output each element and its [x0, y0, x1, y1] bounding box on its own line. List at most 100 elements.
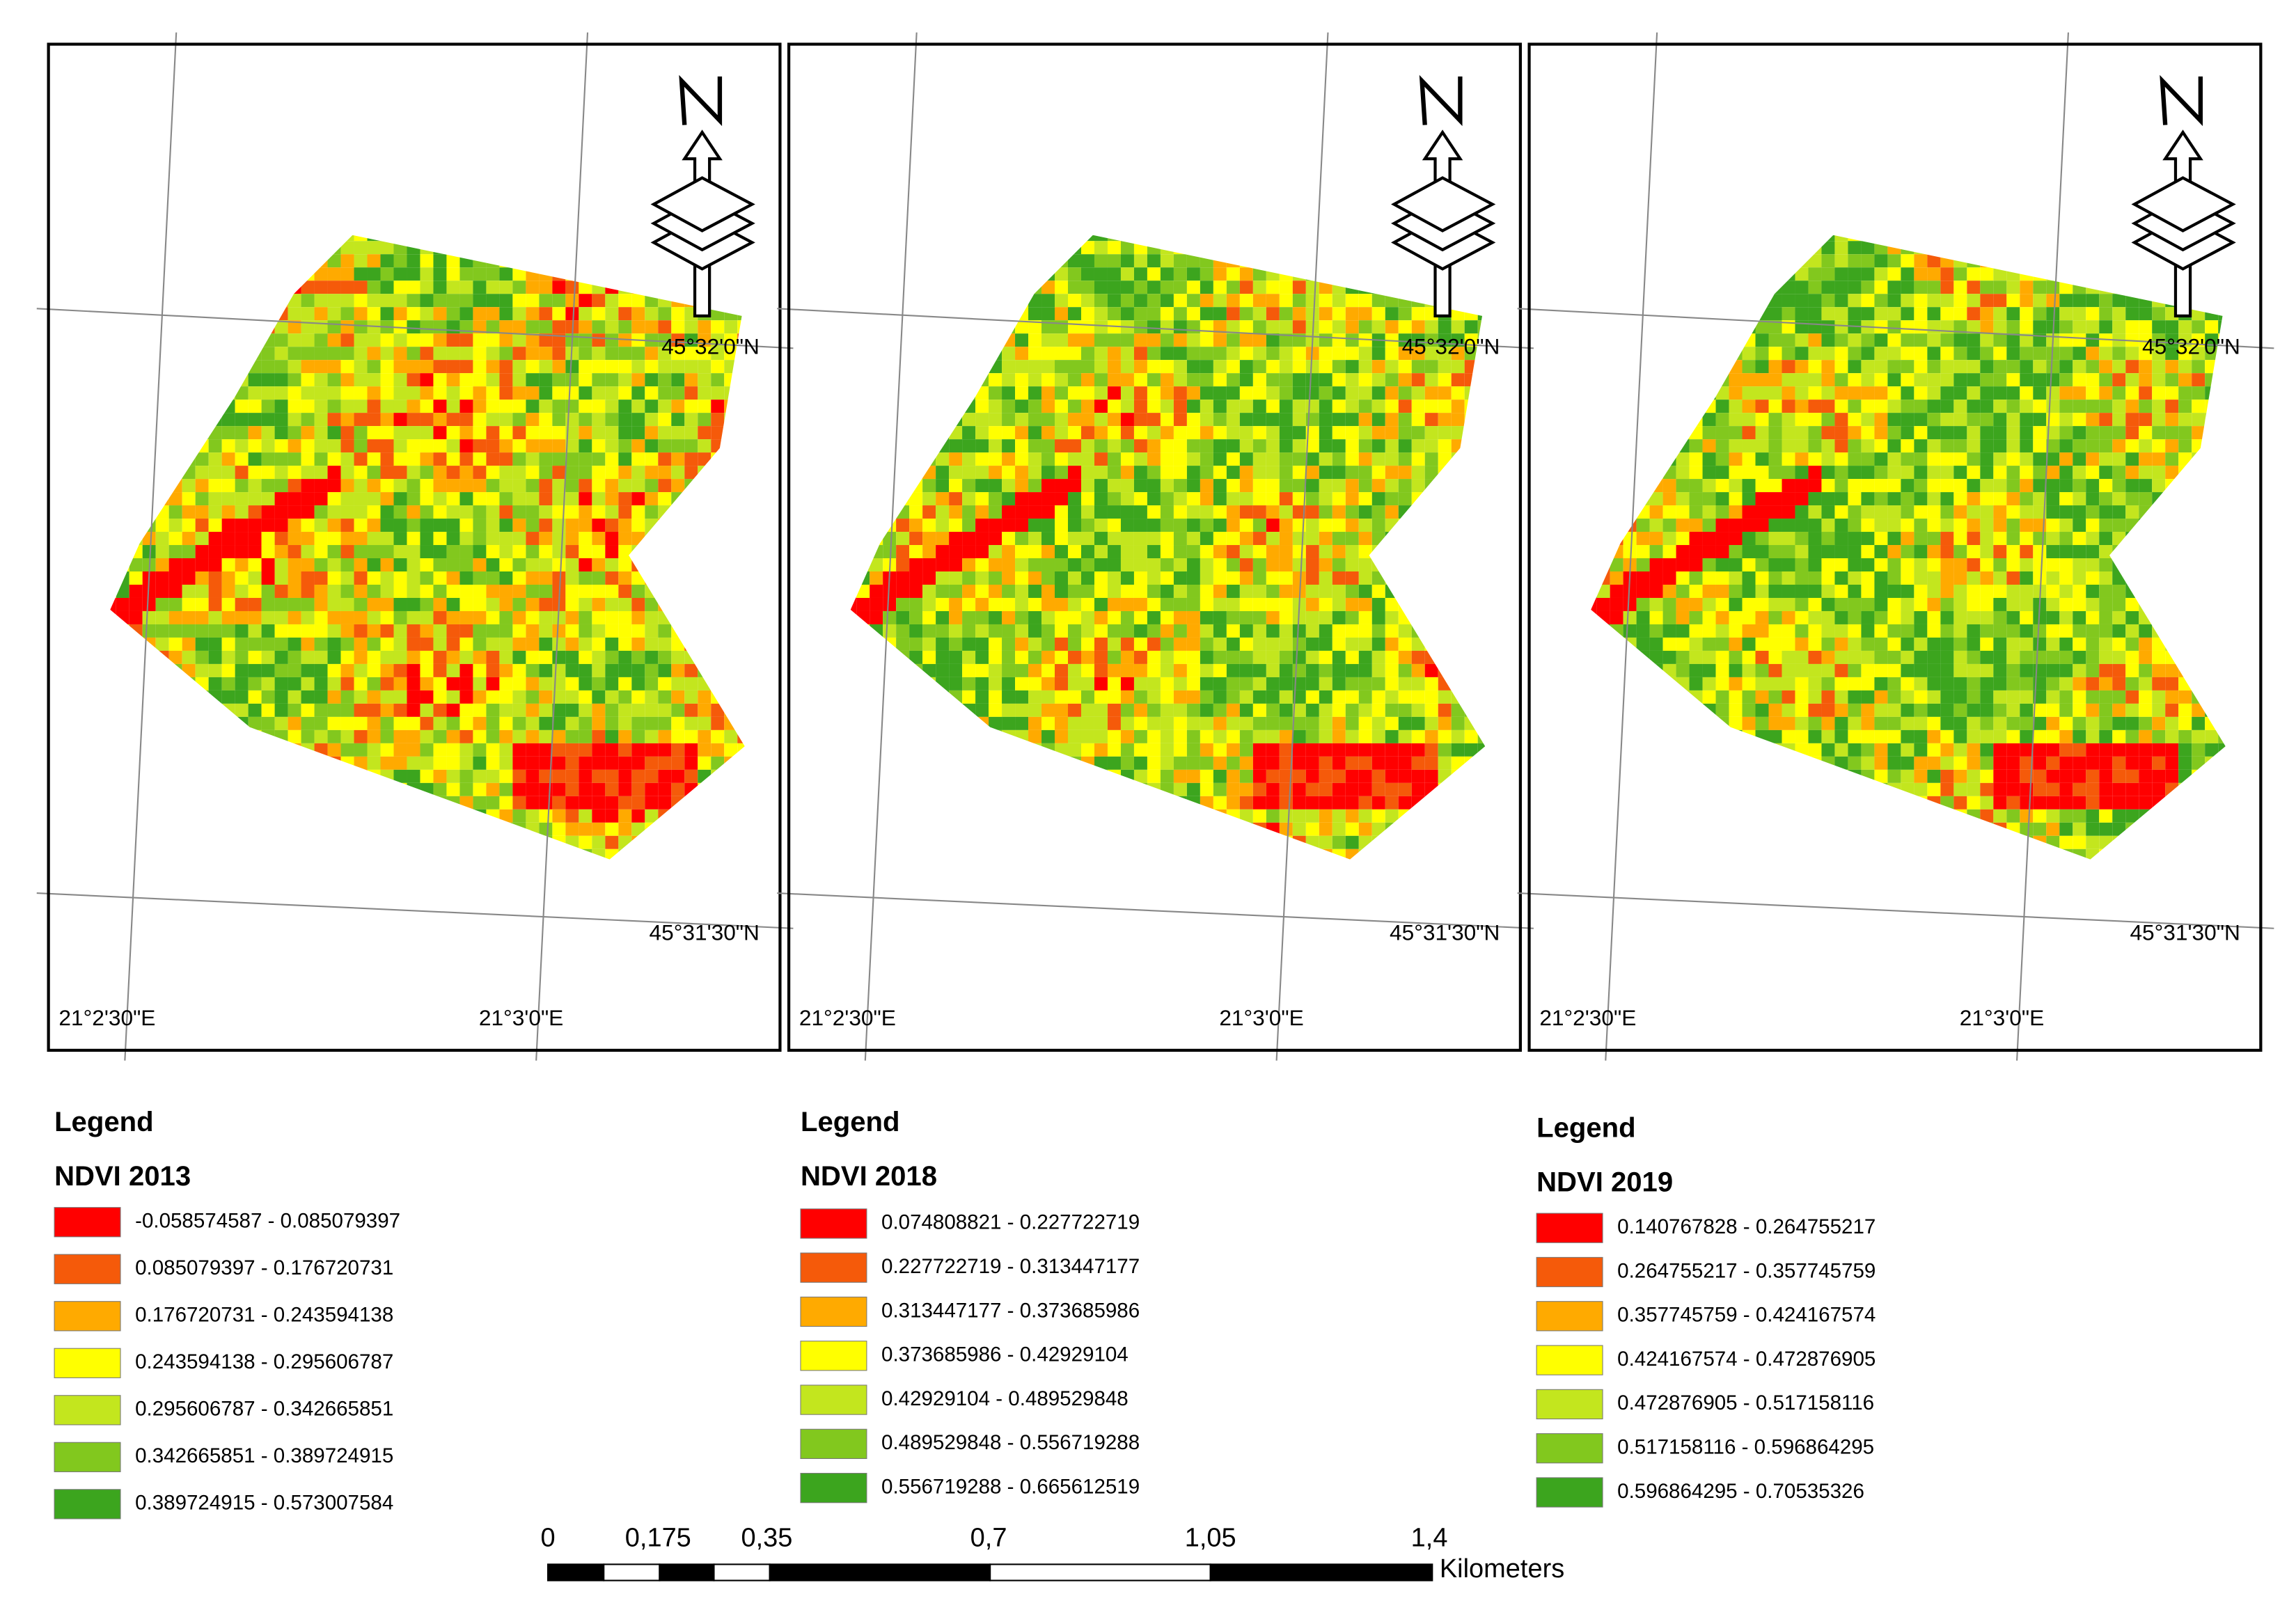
raster-cell [155, 267, 169, 281]
raster-cell [1358, 360, 1372, 374]
raster-cell [870, 492, 883, 506]
raster-cell [182, 235, 196, 242]
raster-cell [354, 466, 368, 480]
raster-cell [724, 769, 738, 783]
raster-cell [850, 505, 857, 519]
raster-cell [288, 729, 301, 743]
raster-cell [671, 690, 685, 704]
raster-cell [1345, 835, 1359, 849]
raster-cell [1345, 400, 1359, 413]
raster-cell [1041, 241, 1055, 255]
raster-cell [1279, 610, 1293, 624]
raster-cell [327, 452, 341, 466]
raster-cell [274, 782, 288, 796]
raster-cell [909, 452, 923, 466]
raster-cell [301, 505, 315, 519]
raster-cell [1358, 466, 1372, 480]
raster-cell [1451, 373, 1465, 387]
raster-cell [1371, 386, 1385, 400]
raster-cell [962, 703, 976, 717]
raster-cell [658, 466, 672, 480]
raster-cell [301, 756, 315, 770]
raster-cell [605, 505, 619, 519]
raster-cell [235, 400, 249, 413]
raster-cell [486, 545, 500, 559]
raster-cell [1305, 663, 1319, 677]
raster-cell [592, 690, 606, 704]
raster-cell [407, 571, 420, 585]
raster-cell [110, 571, 116, 585]
raster-cell [618, 703, 632, 717]
raster-cell [235, 479, 249, 493]
raster-cell [1742, 254, 1756, 268]
raster-cell [1252, 373, 1266, 387]
raster-cell [1160, 400, 1174, 413]
raster-cell [473, 267, 487, 281]
raster-cell [1623, 254, 1637, 268]
raster-cell [393, 558, 407, 572]
raster-cell [1345, 663, 1359, 677]
raster-cell [1015, 571, 1029, 585]
raster-cell [975, 373, 989, 387]
raster-cell [1385, 862, 1399, 876]
raster-cell [684, 532, 698, 546]
raster-cell [1120, 716, 1134, 730]
raster-cell [1080, 439, 1094, 453]
raster-cell [1464, 650, 1478, 664]
raster-cell [645, 862, 658, 876]
raster-cell [248, 373, 262, 387]
raster-cell [1385, 373, 1399, 387]
raster-cell [856, 703, 870, 717]
raster-cell [155, 782, 169, 796]
raster-cell [1464, 809, 1478, 823]
raster-cell [327, 373, 341, 387]
raster-cell [936, 360, 950, 374]
raster-cell [261, 439, 275, 453]
raster-cell [314, 610, 328, 624]
raster-cell [909, 822, 923, 836]
raster-cell [248, 320, 262, 334]
raster-cell [2006, 241, 2020, 255]
raster-cell [1411, 584, 1425, 598]
raster-cell [1120, 519, 1134, 532]
raster-cell [314, 307, 328, 321]
lat-label: 45°31'30"N [650, 920, 760, 945]
raster-cell [658, 492, 672, 506]
raster-cell [1080, 333, 1094, 347]
raster-cell [1160, 782, 1174, 796]
raster-cell [499, 267, 513, 281]
raster-cell [552, 360, 566, 374]
raster-cell [235, 267, 249, 281]
raster-cell [850, 532, 857, 546]
raster-cell [1226, 333, 1240, 347]
raster-cell [340, 386, 354, 400]
raster-cell [499, 373, 513, 387]
raster-cell [314, 426, 328, 440]
raster-cell [1266, 571, 1280, 585]
raster-cell [856, 426, 870, 440]
raster-cell [1200, 492, 1213, 506]
raster-cell [850, 743, 857, 757]
raster-cell [1305, 809, 1319, 823]
raster-cell [459, 492, 473, 506]
raster-cell [2059, 241, 2073, 255]
raster-cell [850, 400, 857, 413]
raster-cell [883, 532, 897, 546]
raster-cell [1186, 677, 1200, 690]
raster-cell [1927, 254, 1941, 268]
raster-cell [1279, 822, 1293, 836]
raster-cell [565, 479, 579, 493]
raster-cell [989, 267, 1002, 281]
raster-cell [698, 558, 711, 572]
raster-cell [301, 584, 315, 598]
raster-cell [433, 373, 447, 387]
raster-cell [1028, 716, 1042, 730]
raster-cell [367, 400, 381, 413]
raster-cell [314, 545, 328, 559]
raster-cell [314, 571, 328, 585]
raster-cell [631, 466, 645, 480]
raster-cell [936, 439, 950, 453]
raster-cell [645, 307, 659, 321]
map-panel: 45°32'0"N45°31'30"N21°2'30"E 21°3'0"E [777, 32, 1534, 1061]
raster-cell [1305, 267, 1319, 281]
